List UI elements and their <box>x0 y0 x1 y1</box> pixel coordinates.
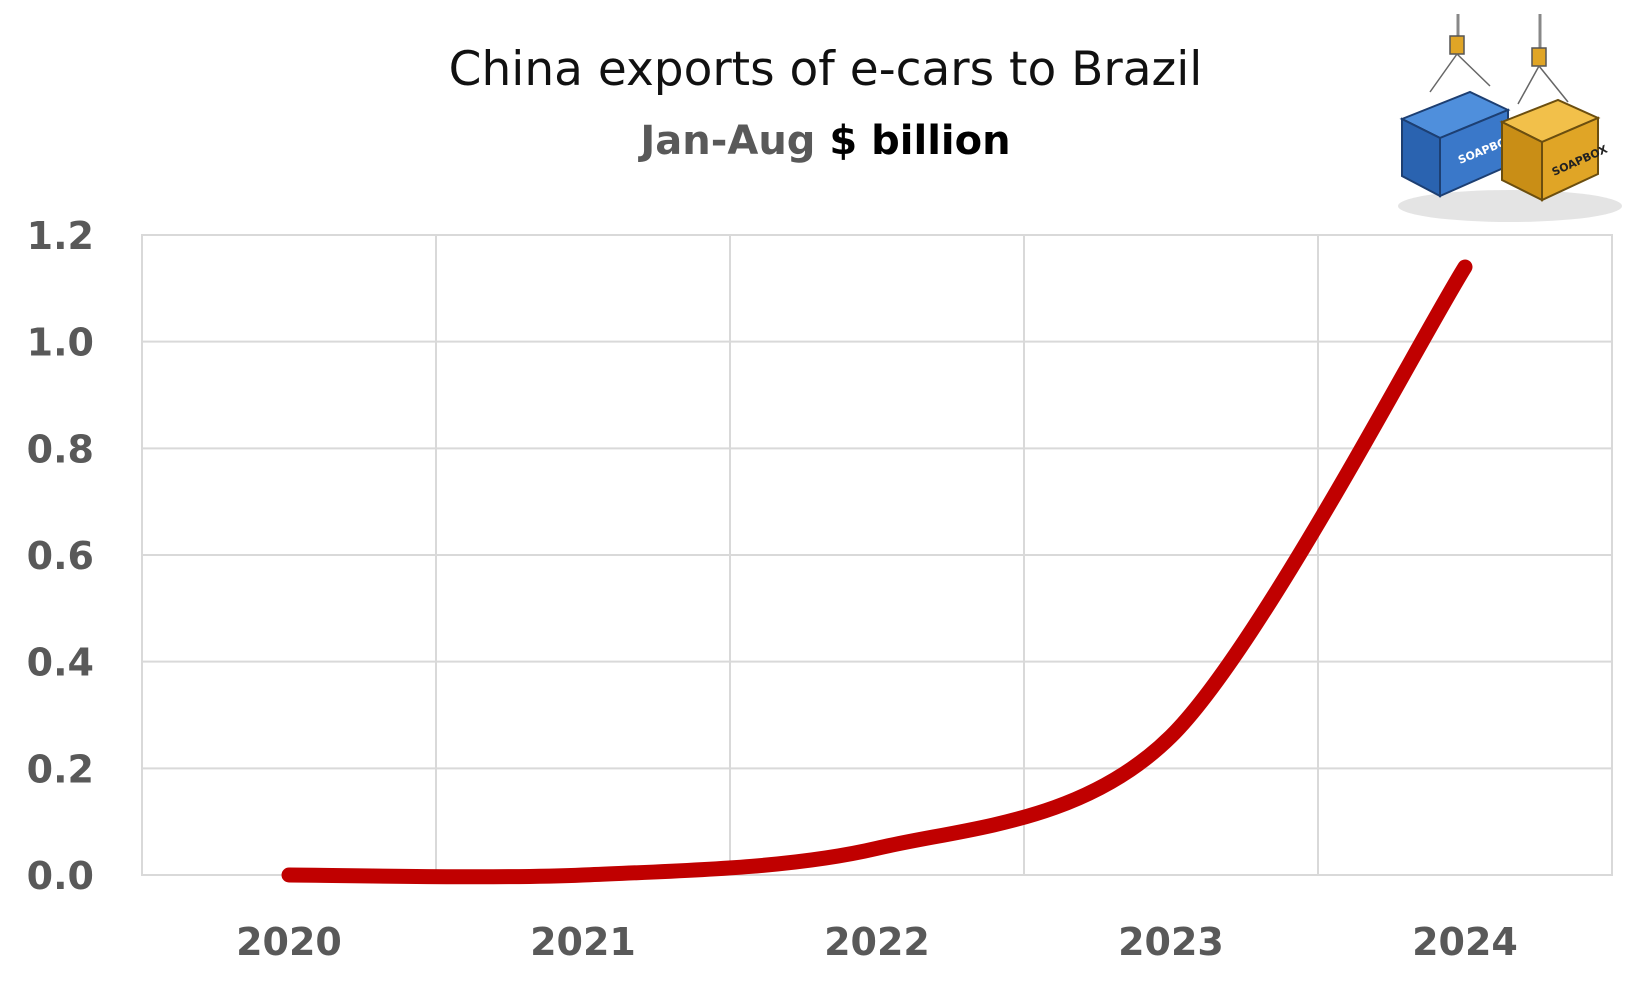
x-axis-ticks: 2020 2021 2022 2023 2024 <box>236 920 1518 964</box>
y-tick-label: 1.0 <box>27 321 94 365</box>
series-group <box>281 259 1473 885</box>
x-tick-label: 2023 <box>1118 920 1224 964</box>
y-tick-label: 0.0 <box>27 854 94 898</box>
y-axis-ticks: 0.0 0.2 0.4 0.6 0.8 1.0 1.2 <box>27 214 94 898</box>
x-tick-label: 2022 <box>824 920 930 964</box>
chart-title: China exports of e-cars to Brazil <box>448 42 1203 97</box>
subtitle-period: Jan-Aug <box>640 118 816 164</box>
x-tick-label: 2021 <box>530 920 636 964</box>
x-tick-label: 2024 <box>1412 920 1518 964</box>
soapbox-logo: SOAPBOX SOAPBOX <box>1398 14 1622 222</box>
y-tick-label: 0.6 <box>27 534 94 578</box>
chart-subtitle: Jan-Aug $ billion <box>0 118 1651 164</box>
y-tick-label: 1.2 <box>27 214 94 258</box>
series-line <box>281 259 1473 885</box>
x-tick-label: 2020 <box>236 920 342 964</box>
y-tick-label: 0.8 <box>27 427 94 471</box>
y-tick-label: 0.4 <box>27 641 94 685</box>
y-tick-label: 0.2 <box>27 747 94 791</box>
subtitle-unit: $ billion <box>829 118 1011 164</box>
